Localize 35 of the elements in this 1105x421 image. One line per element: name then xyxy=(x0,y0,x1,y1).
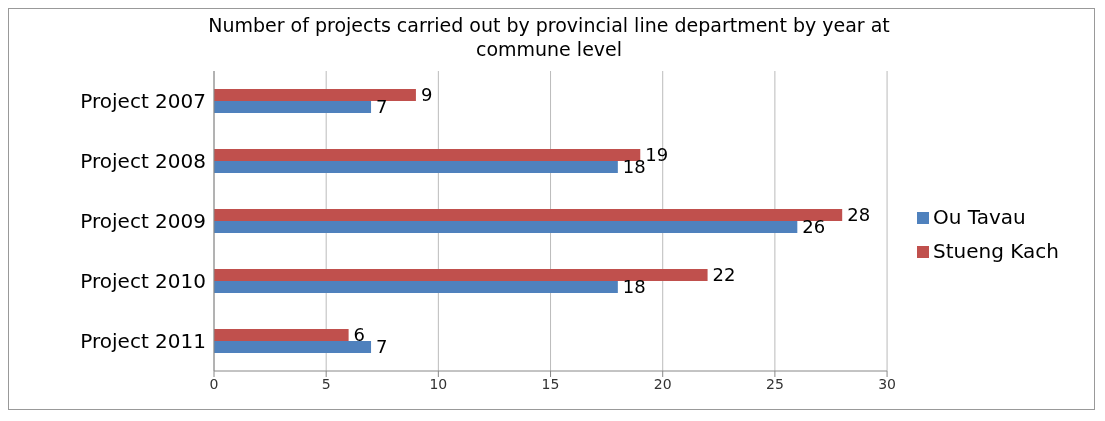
x-tick-label: 25 xyxy=(765,375,784,392)
y-tick-label: Project 2010 xyxy=(80,269,206,294)
x-tick-label: 5 xyxy=(321,375,331,392)
data-label: 7 xyxy=(376,96,388,118)
x-tick-label: 0 xyxy=(209,375,219,392)
data-label: 26 xyxy=(802,216,826,238)
bar xyxy=(214,209,843,221)
data-label: 6 xyxy=(353,324,366,346)
legend-label: Stueng Kach xyxy=(933,238,1059,263)
bar xyxy=(214,161,618,173)
x-tick-label: 30 xyxy=(878,375,896,392)
data-label: 28 xyxy=(847,204,871,226)
bar xyxy=(214,341,372,353)
y-tick-label: Project 2007 xyxy=(80,89,206,114)
data-label: 7 xyxy=(376,336,388,358)
data-label: 18 xyxy=(622,156,646,178)
legend-label: Ou Tavau xyxy=(933,204,1026,229)
x-tick-label: 20 xyxy=(653,375,672,392)
data-label: 18 xyxy=(622,276,646,298)
bar xyxy=(214,221,798,233)
chart-title: Number of projects carried out by provincial line department by year at commune level xyxy=(207,13,891,61)
y-tick-label: Project 2009 xyxy=(80,209,206,234)
x-tick-label: 10 xyxy=(429,375,448,392)
bar xyxy=(214,149,641,161)
data-label: 19 xyxy=(645,144,669,166)
x-tick-label: 15 xyxy=(541,375,560,392)
data-label: 9 xyxy=(420,84,433,106)
bar xyxy=(214,329,349,341)
bar xyxy=(214,269,708,281)
y-tick-label: Project 2008 xyxy=(80,149,206,174)
y-tick-label: Project 2011 xyxy=(80,329,206,354)
data-label: 22 xyxy=(712,264,736,286)
bar xyxy=(214,101,372,113)
bar xyxy=(214,89,416,101)
bar xyxy=(214,281,618,293)
